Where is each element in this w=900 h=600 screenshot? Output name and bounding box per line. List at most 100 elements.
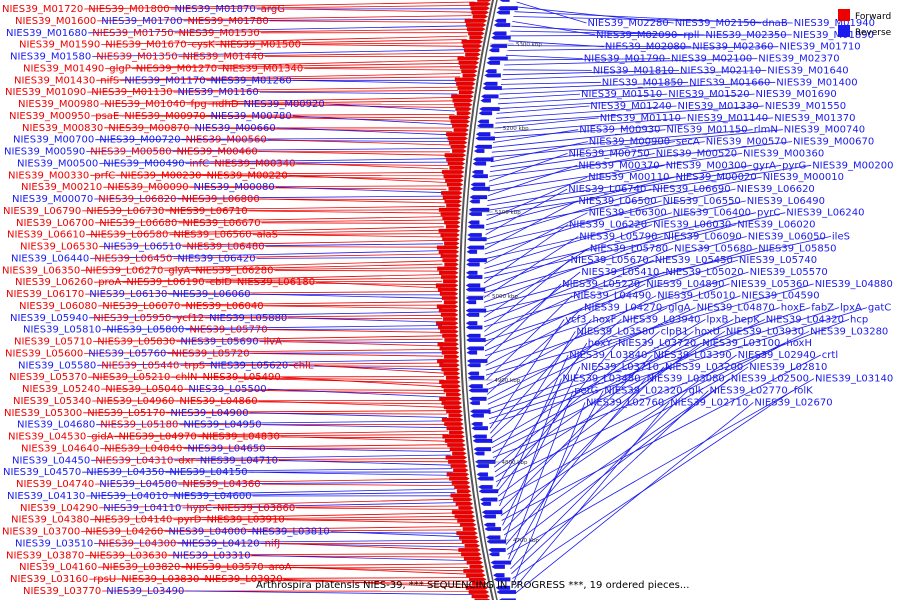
gene-label[interactable]: NIES39_M01500 xyxy=(220,40,301,51)
gene-label[interactable]: NIES39_L05620 xyxy=(210,360,288,371)
gene-label[interactable]: NIES39_L02710 xyxy=(670,397,748,408)
gene-label[interactable]: NIES39_L04970 xyxy=(119,432,197,443)
gene-label[interactable]: NIES39_L03910 xyxy=(207,515,285,526)
gene-label[interactable]: rpll xyxy=(683,30,699,41)
gene-label[interactable]: NIES39_M00970 xyxy=(124,111,205,122)
gene-label[interactable]: NIES39_L05800 xyxy=(106,325,184,336)
gene-label[interactable]: NIES39_L06070 xyxy=(102,301,180,312)
gene-label[interactable]: ycf3 xyxy=(565,314,586,325)
gene-label[interactable]: NIES39_L04710 xyxy=(200,455,278,466)
gene-label[interactable]: NIES39_L06130 xyxy=(89,289,167,300)
gene-label[interactable]: NIES39_L03630 xyxy=(89,550,167,561)
gene-label[interactable]: NIES39_L06040 xyxy=(185,301,263,312)
gene-label[interactable]: NIES39_L06740 xyxy=(568,184,646,195)
gene-label[interactable]: NIES39_L06180 xyxy=(237,277,315,288)
gene-label[interactable]: NIES39_L03490 xyxy=(106,586,184,597)
gene-label[interactable]: glgP xyxy=(109,63,131,74)
gene-label[interactable]: NIES39_M01270 xyxy=(136,63,217,74)
gene-label[interactable]: NIES39_L06170 xyxy=(6,289,84,300)
gene-label[interactable]: NIES39_L03930 xyxy=(726,326,804,337)
gene-label[interactable]: NIES39_L02500 xyxy=(731,374,809,385)
gene-label[interactable]: NIES39_L04680 xyxy=(17,420,95,431)
gene-label[interactable]: NIES39_L04960 xyxy=(96,396,174,407)
gene-label[interactable]: NIES39_L04490 xyxy=(573,291,651,302)
gene-label[interactable]: NIES39_L06580 xyxy=(90,230,168,241)
gene-label[interactable]: NIES39_M00210 xyxy=(21,182,102,193)
gene-label[interactable]: NIES39_M00110 xyxy=(588,172,669,183)
gene-label[interactable]: NIES39_L04270 xyxy=(584,303,662,314)
gene-label[interactable]: petG xyxy=(574,386,598,397)
gene-label[interactable]: NIES39_L03570 xyxy=(185,562,263,573)
gene-label[interactable]: NIES39_L05810 xyxy=(23,325,101,336)
gene-label[interactable]: NIES39_L05220 xyxy=(562,279,640,290)
gene-label[interactable]: alaS xyxy=(257,230,278,241)
gene-label[interactable]: NIES39_L04570 xyxy=(3,467,81,478)
gene-label[interactable]: NIES39_M02280 xyxy=(588,18,669,29)
gene-label[interactable]: NIES39_L05580 xyxy=(18,360,96,371)
gene-label[interactable]: NIES39_M00500 xyxy=(17,158,98,169)
gene-label[interactable]: NIES39_L05170 xyxy=(87,408,165,419)
gene-label[interactable]: NIES39_M00070 xyxy=(12,194,93,205)
gene-label[interactable]: NIES39_L06680 xyxy=(99,218,177,229)
gene-label[interactable]: NIES39_L06050 xyxy=(748,231,826,242)
gene-label[interactable]: NIES39_M00200 xyxy=(812,160,893,171)
gene-label[interactable]: NIES39_L03080 xyxy=(647,374,725,385)
gene-label[interactable]: NIES39_M01260 xyxy=(211,75,292,86)
gene-label[interactable]: NIES39_L04350 xyxy=(86,467,164,478)
gene-label[interactable]: NIES39_M01750 xyxy=(92,28,173,39)
gene-label[interactable]: NIES39_M00520 xyxy=(656,148,737,159)
gene-label[interactable]: NIES39_L04600 xyxy=(173,491,251,502)
gene-label[interactable]: NIES39_L06490 xyxy=(747,196,825,207)
gene-label[interactable]: NIES39_L05020 xyxy=(665,267,743,278)
gene-label[interactable]: NIES39_L05760 xyxy=(88,348,166,359)
gene-label[interactable]: NIES39_M01150 xyxy=(666,125,747,136)
gene-label[interactable]: NIES39_L02770 xyxy=(710,386,788,397)
gene-label[interactable]: NIES39_M01140 xyxy=(687,113,768,124)
gene-label[interactable]: NIES39_L02940 xyxy=(738,350,816,361)
gene-label[interactable]: pyrD xyxy=(177,515,201,526)
gene-label[interactable]: NIES39_M00010 xyxy=(763,172,844,183)
gene-label[interactable]: chlL xyxy=(293,360,314,371)
gene-label[interactable]: NIES39_L06450 xyxy=(94,253,172,264)
gene-label[interactable]: NIES39_L06790 xyxy=(3,206,81,217)
gene-label[interactable]: NIES39_M01720 xyxy=(2,4,83,15)
gene-label[interactable]: NIES39_L03870 xyxy=(6,550,84,561)
gene-label[interactable]: NIES39_L06280 xyxy=(195,265,273,276)
gene-label[interactable]: NIES39_L06560 xyxy=(173,230,251,241)
gene-label[interactable]: NIES39_M01340 xyxy=(222,63,303,74)
gene-label[interactable]: NIES39_M01780 xyxy=(188,16,269,27)
gene-label[interactable]: hoxH xyxy=(786,338,812,349)
gene-label[interactable]: NIES39_L04640 xyxy=(21,444,99,455)
gene-label[interactable]: pyrC xyxy=(757,208,780,219)
gene-label[interactable]: NIES39_L05880 xyxy=(209,313,287,324)
gene-label[interactable]: NIES39_L05600 xyxy=(5,348,83,359)
gene-label[interactable]: NIES39_L06800 xyxy=(182,194,260,205)
gene-label[interactable]: NIES39_L04840 xyxy=(104,444,182,455)
gene-label[interactable]: fabZ xyxy=(811,303,834,314)
gene-label[interactable]: NIES39_L03940 xyxy=(622,314,700,325)
gene-label[interactable]: NIES39_L04860 xyxy=(179,396,257,407)
gene-label[interactable]: dnaB xyxy=(762,18,788,29)
gene-label[interactable]: clpB1 xyxy=(661,326,689,337)
gene-label[interactable]: NIES39_M01550 xyxy=(765,101,846,112)
gene-label[interactable]: hoxY xyxy=(588,338,613,349)
gene-label[interactable]: NIES39_M02360 xyxy=(692,42,773,53)
gene-label[interactable]: NIES39_L05850 xyxy=(758,243,836,254)
gene-label[interactable]: hoxU xyxy=(695,326,720,337)
gene-label[interactable]: lpxB xyxy=(707,314,729,325)
gene-label[interactable]: NIES39_M00570 xyxy=(706,137,787,148)
gene-label[interactable]: gidA xyxy=(91,432,113,443)
gene-label[interactable]: NIES39_M01660 xyxy=(689,77,770,88)
gene-label[interactable]: NIES39_L03510 xyxy=(15,539,93,550)
gene-label[interactable]: NIES39_M01170 xyxy=(124,75,205,86)
gene-label[interactable]: NIES39_L05830 xyxy=(97,337,175,348)
gene-label[interactable]: NIES39_L04590 xyxy=(741,291,819,302)
gene-label[interactable]: NIES39_L06820 xyxy=(98,194,176,205)
gene-label[interactable]: NIES39_L04110 xyxy=(103,503,181,514)
gene-label[interactable]: NIES39_L03310 xyxy=(172,550,250,561)
gene-label[interactable]: NIES39_M00920 xyxy=(244,99,325,110)
gene-label[interactable]: NIES39_L06550 xyxy=(663,196,741,207)
gene-label[interactable]: NIES39_L05780 xyxy=(590,243,668,254)
gene-label[interactable]: NIES39_M01400 xyxy=(776,77,857,88)
gene-label[interactable]: NIES39_L05670 xyxy=(571,255,649,266)
